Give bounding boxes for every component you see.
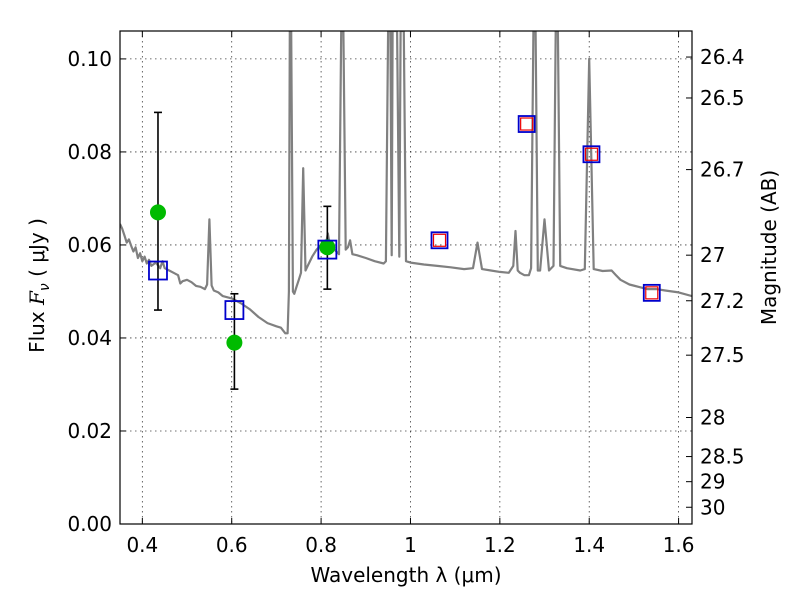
spectrum-line — [120, 31, 692, 335]
model-point-red — [584, 147, 599, 161]
x-axis-label: Wavelength λ (μm) — [310, 563, 501, 587]
grid-layer — [120, 31, 692, 525]
y2-tick-label: 26.7 — [700, 158, 745, 182]
x-tick-label: 1.4 — [573, 533, 605, 557]
y2-tick-label: 27.5 — [700, 343, 745, 367]
series-layer — [120, 31, 692, 390]
y2-tick-label: 26.5 — [700, 86, 745, 110]
x-tick-label: 0.6 — [216, 533, 248, 557]
x-tick-label: 1.6 — [663, 533, 695, 557]
y-tick-label: 0.02 — [67, 419, 112, 443]
y-tick-label: 0.06 — [67, 233, 112, 257]
y-axis-label-subscript: ν — [37, 283, 53, 291]
y-axis-label-prefix: Flux — [25, 305, 49, 353]
y2-tick-label: 27.2 — [700, 289, 745, 313]
y-tick-label: 0.08 — [67, 140, 112, 164]
model-band-point — [517, 115, 536, 133]
x-tick-label: 0.8 — [305, 533, 337, 557]
model-band-point — [224, 300, 245, 320]
y-tick-label: 0.00 — [67, 512, 112, 536]
model-band-point — [642, 283, 661, 302]
observed-point — [319, 239, 336, 256]
y2-tick-label: 28.5 — [700, 445, 745, 469]
y2-tick-label: 27 — [700, 243, 725, 267]
model-point-red — [432, 233, 447, 247]
model-point-red — [520, 117, 534, 131]
x-tick-label: 1 — [404, 533, 417, 557]
observed-point — [226, 334, 243, 351]
y2-tick-label: 30 — [700, 495, 725, 519]
model-point-red — [645, 286, 659, 300]
ticks-layer: 0.4 0.6 0.8 1 1.2 1.4 1.6 0.00 0.02 0.04 0.06 0.08 0… — [67, 31, 745, 557]
y-tick-label: 0.04 — [67, 326, 112, 350]
x-tick-label: 1.2 — [484, 533, 516, 557]
y-axis-label-suffix: ( μJy ) — [25, 218, 49, 283]
model-band-point — [430, 231, 449, 250]
x-tick-label: 0.4 — [126, 533, 158, 557]
observed-point — [149, 204, 166, 221]
model-band-point — [582, 145, 601, 164]
y2-tick-label: 26.4 — [700, 45, 745, 69]
model-band-point — [148, 260, 168, 281]
y-tick-label: 0.10 — [67, 47, 112, 71]
plot-frame — [119, 30, 693, 525]
y2-tick-label: 29 — [700, 470, 725, 494]
y2-tick-label: 28 — [700, 405, 725, 429]
y-axis-label: Flux Fν ( μJy ) — [25, 218, 53, 353]
secondary-y-axis-label: Magnitude (AB) — [757, 170, 781, 325]
y-axis-label-symbol: F — [25, 290, 49, 306]
model-band-point — [317, 239, 338, 260]
